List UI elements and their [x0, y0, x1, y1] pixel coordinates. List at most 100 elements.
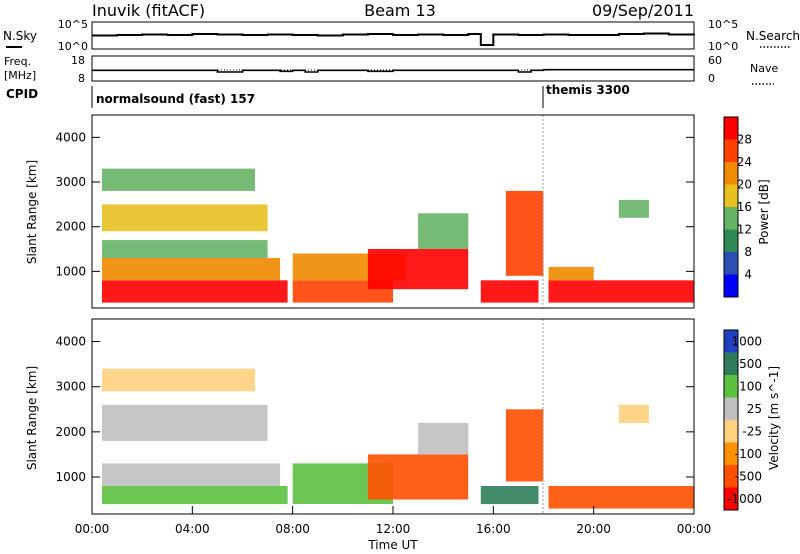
velocity-x-ticks: 00:00 04:00 08:00 12:00 16:00 20:00 00:00	[75, 506, 712, 536]
date-title: 09/Sep/2011	[592, 1, 694, 20]
noise-right-tick-bottom: 10^0	[708, 40, 738, 53]
data-region	[102, 204, 268, 232]
colorbar-segment	[724, 330, 738, 353]
frequency-right-tick-bottom: 0	[708, 72, 715, 85]
velocity-y-ticks: 1000 2000 3000 4000	[55, 335, 694, 484]
data-region	[367, 249, 469, 290]
power-colorbar: 4 8 12 16 20 24 28	[723, 116, 752, 298]
colorbar-frame	[723, 329, 739, 511]
x-tick-label: 08:00	[275, 522, 310, 536]
colorbar-tick-label: 25	[747, 402, 762, 416]
frequency-right-label: Nave	[750, 62, 778, 75]
velocity-colorbar: 1000 500 100 25 -25 -100 -500 -1000	[723, 329, 762, 511]
colorbar-segment	[724, 229, 738, 252]
data-region	[102, 258, 281, 281]
x-tick-label: 00:00	[677, 522, 712, 536]
frequency-series	[92, 68, 694, 73]
cpid-program-2: themis 3300	[546, 83, 630, 97]
noise-right-label: N.Search	[746, 29, 800, 43]
x-tick-label: 12:00	[376, 522, 411, 536]
colorbar-tick-label: -25	[742, 424, 762, 438]
x-tick-label: 20:00	[576, 522, 611, 536]
frequency-frame	[91, 55, 695, 82]
data-region	[480, 486, 539, 505]
x-tick-label: 04:00	[175, 522, 210, 536]
data-region	[418, 213, 469, 249]
y-tick-label: 4000	[55, 335, 86, 349]
colorbar-segment	[724, 139, 738, 162]
colorbar-segment	[724, 420, 738, 443]
data-region	[548, 280, 694, 303]
y-tick-label: 2000	[55, 425, 86, 439]
colorbar-tick-label: 1000	[731, 334, 762, 348]
data-region	[548, 266, 594, 281]
frequency-left-label: Freq.	[4, 55, 31, 68]
data-region	[480, 280, 539, 303]
power-y-ticks: 1000 2000 3000 4000	[55, 130, 694, 278]
data-region	[102, 368, 255, 392]
frequency-panel: Freq. [MHz] 18 8 60 0 Nave	[4, 54, 778, 85]
y-tick-label: 1000	[55, 470, 86, 484]
noise-panel: N.Sky 10^5 10^0 10^5 10^0 N.Search	[3, 18, 800, 53]
data-region	[102, 463, 281, 486]
colorbar-tick-label: -500	[735, 469, 762, 483]
colorbar-tick-label: 12	[737, 223, 752, 237]
frequency-left-tick-top: 18	[71, 54, 85, 67]
power-panel: 1000 2000 3000 4000 Slant Range [km] 4 8 12 16…	[25, 114, 771, 309]
power-colorbar-label: Power [dB]	[757, 179, 771, 244]
noise-left-tick-top: 10^5	[58, 18, 88, 31]
x-tick-label: 16:00	[476, 522, 511, 536]
colorbar-tick-label: 28	[737, 133, 752, 147]
frequency-left-unit: [MHz]	[4, 69, 36, 82]
y-tick-label: 3000	[55, 380, 86, 394]
colorbar-frame	[723, 116, 739, 298]
noise-sky-series	[92, 32, 695, 46]
data-region	[367, 454, 469, 500]
beam-title: Beam 13	[364, 1, 436, 20]
colorbar-tick-label: -100	[735, 447, 762, 461]
colorbar-segment	[724, 487, 738, 510]
frequency-right-tick-top: 60	[708, 54, 722, 67]
y-tick-label: 1000	[55, 264, 86, 278]
data-region	[102, 404, 268, 441]
power-data-regions	[102, 168, 694, 303]
y-tick-label: 3000	[55, 175, 86, 189]
data-region	[505, 409, 544, 482]
velocity-panel: 1000 2000 3000 4000 00:00 04:00 08:00 12:00 16:…	[25, 318, 781, 552]
data-region	[618, 199, 649, 218]
velocity-y-label: Slant Range [km]	[25, 366, 39, 470]
colorbar-tick-label: 100	[739, 379, 762, 393]
colorbar-segment	[724, 442, 738, 465]
colorbar-tick-label: 20	[737, 178, 752, 192]
data-region	[102, 486, 288, 505]
data-region	[102, 240, 268, 258]
power-y-label: Slant Range [km]	[25, 160, 39, 264]
colorbar-segment	[724, 184, 738, 207]
data-region	[418, 422, 469, 455]
velocity-colorbar-label: Velocity [m s^-1]	[767, 366, 781, 470]
data-region	[102, 168, 255, 191]
colorbar-segment	[724, 352, 738, 375]
cpid-program-1: normalsound (fast) 157	[96, 92, 255, 106]
colorbar-tick-label: 16	[737, 200, 752, 214]
cpid-label: CPID	[6, 87, 38, 101]
data-region	[505, 190, 544, 276]
colorbar-segment	[724, 117, 738, 140]
cpid-panel: CPID normalsound (fast) 157 themis 3300	[6, 83, 630, 108]
x-axis-label: Time UT	[367, 538, 418, 552]
colorbar-segment	[724, 252, 738, 275]
colorbar-segment	[724, 207, 738, 230]
noise-left-label: N.Sky	[3, 29, 37, 43]
colorbar-segment	[724, 397, 738, 420]
power-frame	[91, 114, 695, 309]
noise-left-tick-bottom: 10^0	[58, 40, 88, 53]
noise-right-tick-top: 10^5	[708, 18, 738, 31]
colorbar-tick-label: 500	[739, 357, 762, 371]
data-region	[102, 280, 288, 303]
frequency-left-tick-bottom: 8	[78, 72, 85, 85]
y-tick-label: 4000	[55, 130, 86, 144]
colorbar-tick-label: -1000	[727, 492, 762, 506]
colorbar-segment	[724, 162, 738, 185]
station-title: Inuvik (fitACF)	[92, 1, 205, 20]
